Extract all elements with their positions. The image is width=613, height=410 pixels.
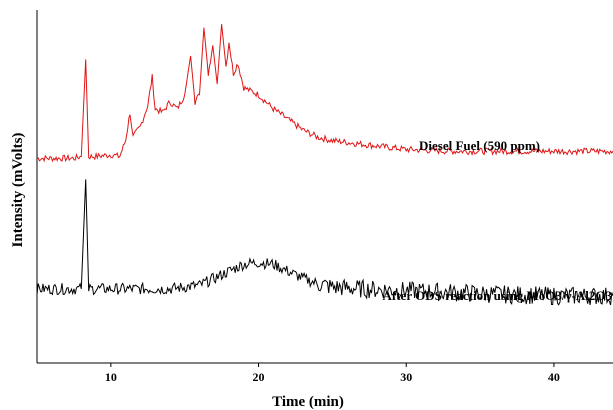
- x-tick-label: 10: [105, 370, 117, 384]
- series-labels: Diesel Fuel (590 ppm) After ODS reaction…: [383, 138, 613, 303]
- x-ticks: 10 20 30 40: [105, 363, 560, 384]
- y-axis-label: Intensity (mVolts): [10, 133, 26, 248]
- series-line-after-ods: [36, 179, 613, 306]
- x-tick-label: 40: [548, 370, 560, 384]
- x-tick-label: 20: [253, 370, 265, 384]
- x-tick-label: 30: [400, 370, 412, 384]
- series-label-diesel-fuel: Diesel Fuel (590 ppm): [419, 138, 540, 153]
- series-lines: [36, 24, 613, 306]
- x-axis-label: Time (min): [272, 394, 344, 410]
- series-label-after-ods: After ODS reaction using MoO3/γ-Al2O3: [383, 288, 613, 303]
- series-line-diesel-fuel: [36, 24, 613, 163]
- plot-frame: [36, 10, 613, 364]
